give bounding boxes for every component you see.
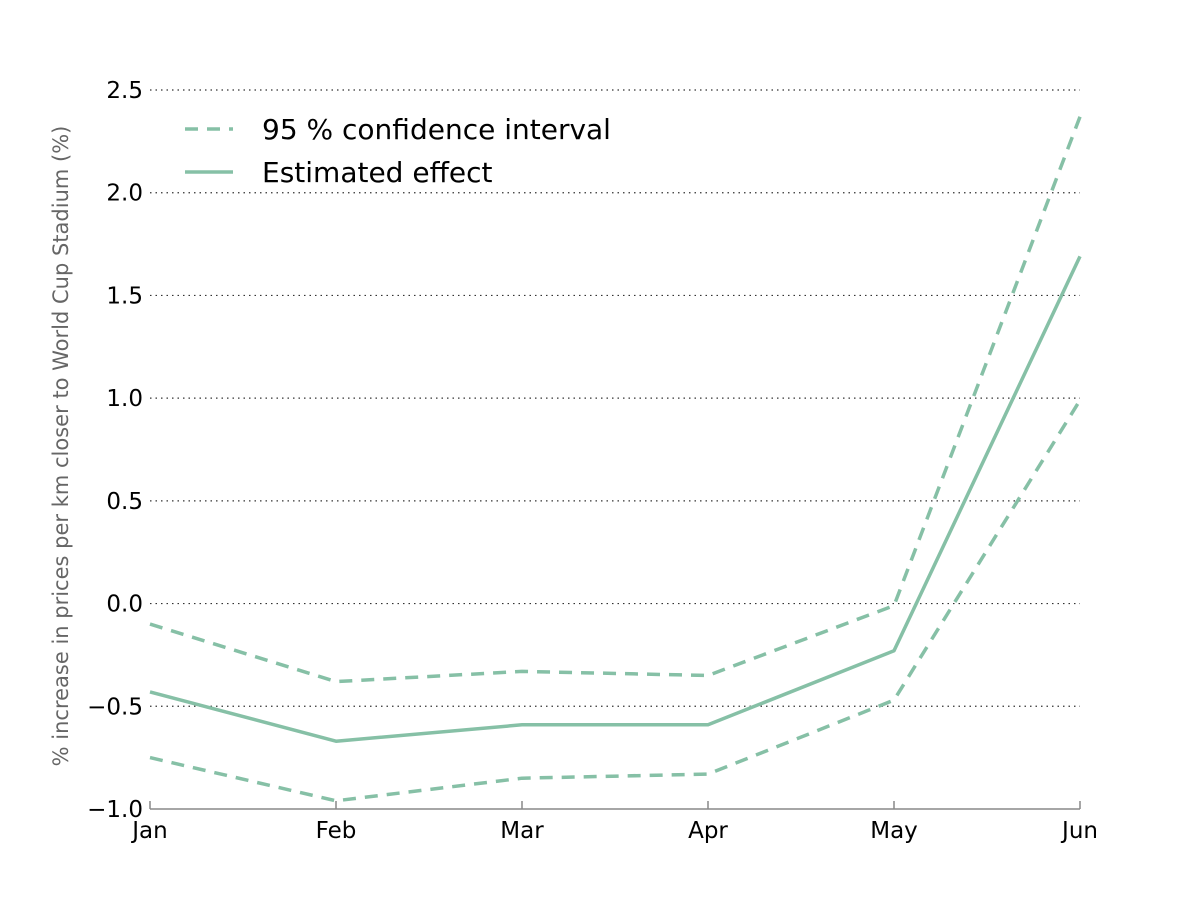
series-line-0	[149, 255, 1082, 743]
x-tick-label: Feb	[316, 818, 357, 844]
series-lines	[149, 116, 1082, 803]
x-tick-label: Jun	[1060, 818, 1098, 844]
axes	[149, 801, 1081, 810]
y-tick-label: 2.0	[106, 181, 143, 207]
y-axis-label: % increase in prices per km closer to Wo…	[49, 126, 73, 767]
y-tick-label: −0.5	[87, 694, 143, 720]
y-tick-label: 1.5	[106, 283, 143, 309]
legend-label: 95 % confidence interval	[262, 113, 611, 146]
legend: 95 % confidence interval Estimated effect	[185, 113, 611, 189]
y-tick-label: −1.0	[87, 797, 143, 823]
series-line-1	[149, 116, 1082, 684]
x-tick-label: May	[870, 818, 918, 844]
y-tick-label: 2.5	[106, 78, 143, 104]
x-tick-label: Mar	[500, 818, 544, 844]
y-tick-label: 0.5	[106, 489, 143, 515]
x-tick-labels: Jan Feb Mar Apr May Jun	[130, 818, 1098, 844]
y-tick-label: 0.0	[106, 592, 143, 618]
y-tick-label: 1.0	[106, 386, 143, 412]
series-line-2	[149, 399, 1082, 803]
y-tick-labels: −1.0 −0.5 0.0 0.5 1.0 1.5 2.0 2.5	[87, 78, 143, 823]
legend-label: Estimated effect	[262, 156, 492, 189]
x-tick-label: Apr	[688, 818, 728, 844]
x-tick-label: Jan	[130, 818, 167, 844]
grid-lines	[150, 89, 1080, 707]
